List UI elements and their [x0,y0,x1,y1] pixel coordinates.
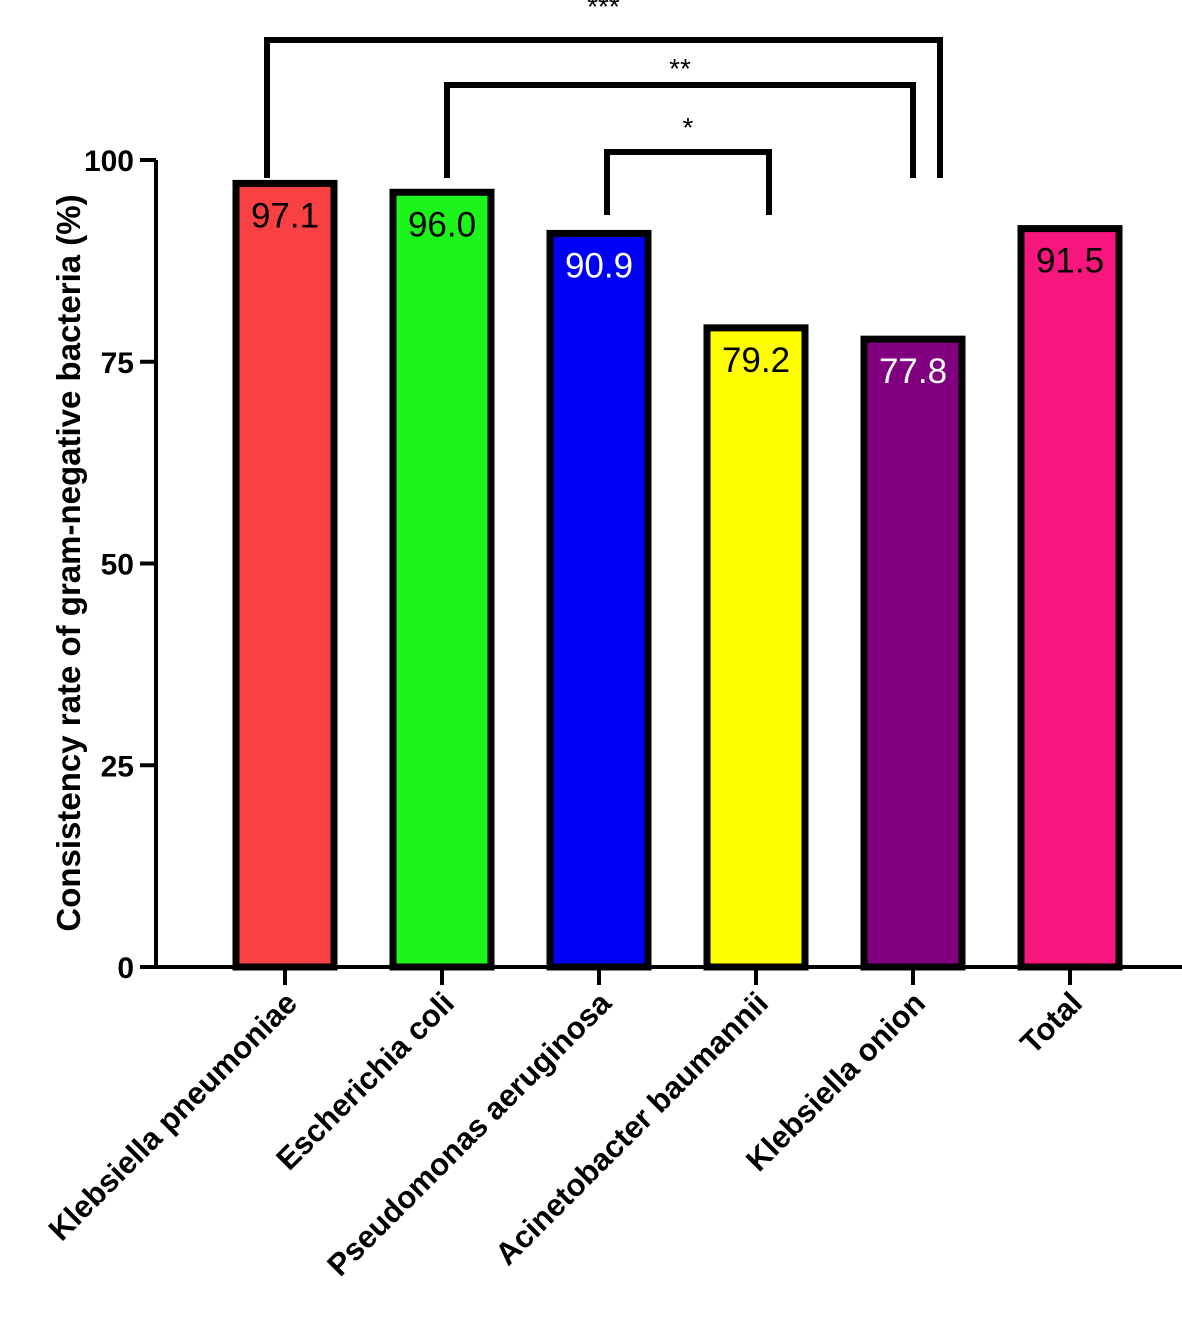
y-tick-label: 0 [117,952,134,985]
y-tick-label: 25 [101,750,134,783]
bar-1 [232,179,338,971]
significance-bracket [604,149,772,215]
y-tick-label: 50 [101,549,134,582]
significance-bracket [444,82,916,178]
x-tick-label: Total [1013,985,1088,1060]
data-label: 77.8 [879,352,947,391]
data-label: 96.0 [408,205,476,244]
significance-bracket [264,37,943,178]
bar-6 [1017,225,1123,971]
y-tick-label: 75 [101,347,134,380]
bar-4 [703,324,809,971]
y-axis-label: Consistency rate of gram-negative bacter… [50,194,87,931]
data-label: 97.1 [251,196,319,235]
data-label: 91.5 [1036,242,1104,281]
x-tick-label: Pseudomonas aeruginosa [320,985,618,1283]
x-tick-label: Klebsiella pneumoniae [42,985,304,1247]
data-label: 90.9 [565,246,633,285]
bar-2 [389,188,495,971]
bar-3 [546,229,652,971]
bar-5 [860,335,966,971]
significance-label: * [683,112,694,143]
significance-label: ** [669,53,691,84]
x-tick-label: Acinetobacter baumannii [488,985,775,1272]
significance-label: *** [587,0,620,22]
data-label: 79.2 [722,341,790,380]
y-tick-label: 100 [84,145,134,178]
